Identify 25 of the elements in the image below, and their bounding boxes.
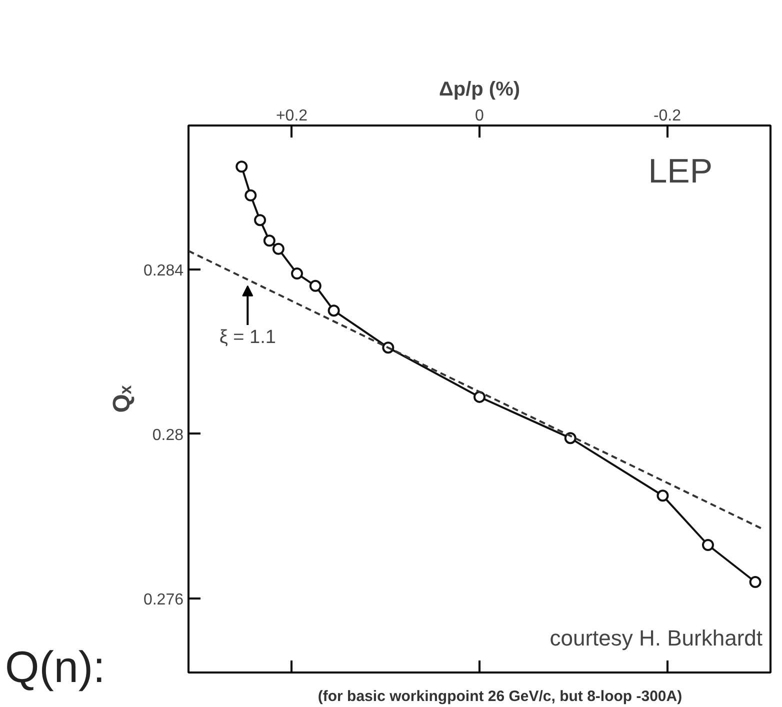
- x-tick-label: +0.2: [276, 108, 308, 124]
- point: [291, 268, 304, 280]
- annotation: courtesy H. Burkhardt: [550, 626, 762, 650]
- y-tick-label: 0.28: [152, 426, 184, 444]
- point: [749, 576, 762, 588]
- point: [474, 390, 486, 403]
- y-tick-label: 0.276: [143, 591, 184, 608]
- text: (for basic workingpoint 26 GeV/c, but 8-loop -300A): [318, 688, 682, 705]
- x-axis-title: Δp/p (%): [438, 78, 520, 100]
- point: [328, 304, 340, 317]
- x-tick-label: -0.2: [653, 108, 682, 124]
- annotation: ξ = 1.1: [219, 327, 276, 348]
- point: [244, 189, 257, 202]
- y-tick-label: 0.284: [143, 262, 184, 280]
- point: [254, 214, 266, 226]
- point: [702, 539, 714, 551]
- text: Q(n):: [5, 643, 106, 692]
- point: [309, 280, 322, 292]
- point: [272, 242, 284, 255]
- x-tick-label: 0: [475, 108, 484, 124]
- point: [656, 490, 669, 502]
- annotation: LEP: [648, 152, 712, 190]
- point: [236, 160, 248, 173]
- y-axis-title: Qₓ: [108, 385, 136, 413]
- point: [263, 234, 276, 247]
